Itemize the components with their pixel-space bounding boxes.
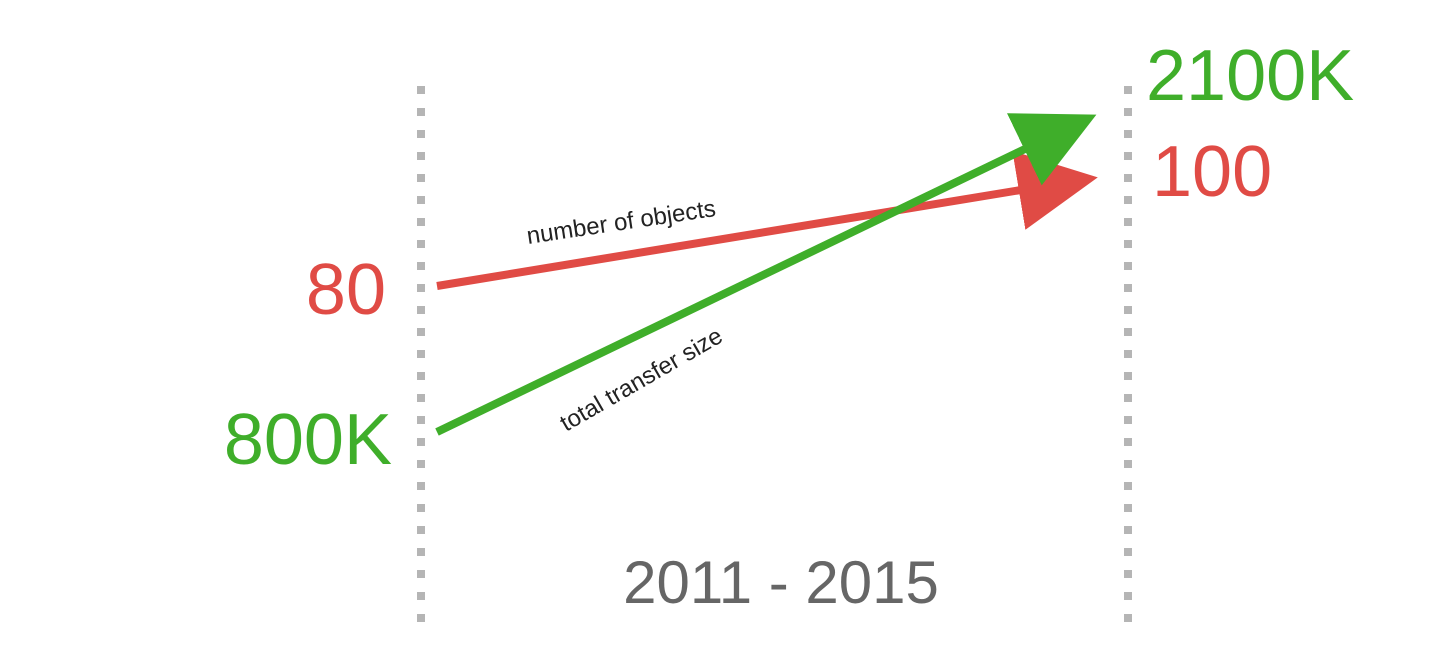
series-line-number-of-objects [436, 150, 1098, 290]
start-value-total-transfer-size: 800K [224, 400, 392, 480]
series-label-total-transfer-size: total transfer size [556, 322, 728, 437]
series-line-total-transfer-size [435, 113, 1097, 436]
start-value-number-of-objects: 80 [306, 250, 386, 330]
end-value-number-of-objects: 100 [1152, 132, 1272, 212]
end-value-total-transfer-size: 2100K [1146, 36, 1354, 116]
period-label: 2011 - 2015 [623, 549, 939, 616]
